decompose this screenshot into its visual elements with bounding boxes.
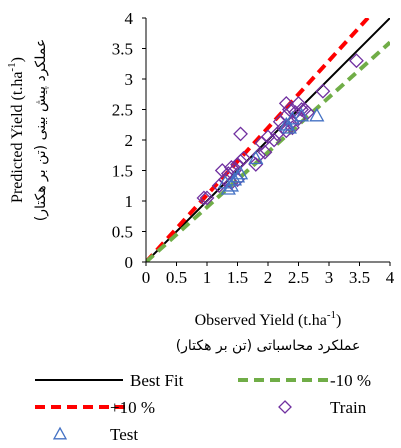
y-axis-translation: عملکرد پیش بینی (تن بر هکتار): [33, 39, 49, 221]
x-tick-label: 3.5: [349, 268, 370, 287]
x-tick-label: 2: [264, 268, 273, 287]
x-tick-label: 0: [142, 268, 151, 287]
y-tick-label: 0.5: [112, 223, 133, 242]
data-point-test-8: [281, 119, 297, 134]
x-tick-label: 4: [386, 268, 395, 287]
y-tick-label: 2.5: [112, 101, 133, 120]
y-axis-title: Predicted Yield (t.ha-1): [6, 57, 26, 203]
data-point-test-1: [220, 180, 236, 195]
x-tick-label: 1.5: [227, 268, 248, 287]
legend-label-2: +10 %: [110, 398, 155, 417]
data-point-train-34: [278, 95, 294, 111]
data-point-train-17: [257, 144, 273, 160]
data-point-train-27: [284, 120, 300, 136]
y-tick-label: 1: [125, 192, 134, 211]
y-tick-label: 1.5: [112, 162, 133, 181]
legend: Best Fit -10 % +10 % Train Test: [35, 371, 371, 444]
reference-line-1: [146, 18, 371, 262]
data-point-train-36: [349, 53, 364, 69]
plot-area: [145, 18, 390, 263]
data-point-train-10: [236, 150, 252, 166]
x-axis-title: Observed Yield (t.ha-1): [195, 309, 342, 329]
data-point-train-0: [196, 190, 212, 206]
x-tick-label: 0.5: [166, 268, 187, 287]
data-point-test-5: [232, 165, 249, 180]
x-axis-translation: عملکرد محاسباتی (تن بر هکتار): [176, 338, 361, 354]
data-point-train-24: [278, 123, 294, 139]
data-point-test-6: [248, 150, 264, 165]
data-point-train-14: [248, 156, 264, 172]
data-point-train-35: [315, 83, 331, 99]
legend-swatch-3: [278, 400, 292, 414]
axis-labels: Observed Yield (t.ha-1) عملکرد محاسباتی …: [6, 39, 360, 354]
data-point-test-11: [309, 107, 325, 122]
y-tick-label: 0: [125, 253, 134, 272]
y-tick-label: 3.5: [112, 40, 133, 59]
legend-label-0: Best Fit: [130, 371, 184, 390]
legend-swatch-4: [52, 426, 68, 440]
x-tick-label: 1: [203, 268, 212, 287]
data-point-train-1: [199, 190, 215, 206]
legend-label-4: Test: [110, 425, 138, 444]
reference-line-2: [146, 40, 390, 262]
data-point-train-19: [266, 132, 282, 148]
data-point-test-9: [284, 110, 301, 125]
legend-label-3: Train: [330, 398, 367, 417]
data-point-test-4: [229, 168, 246, 183]
data-point-train-13: [233, 126, 248, 142]
legend-label-1: -10 %: [330, 371, 371, 390]
axis-ticks: 0 0.5 1 1.5 2 2.5 3 3.5 4 0 0.5 1 1.5 2 2.5 3 3.5 4: [112, 9, 395, 287]
y-tick-label: 2: [125, 131, 134, 150]
x-tick-label: 2.5: [288, 268, 309, 287]
x-tick-label: 3: [325, 268, 334, 287]
y-tick-label: 3: [125, 70, 134, 89]
y-tick-label: 4: [125, 9, 134, 28]
data-point-test-10: [293, 107, 310, 122]
